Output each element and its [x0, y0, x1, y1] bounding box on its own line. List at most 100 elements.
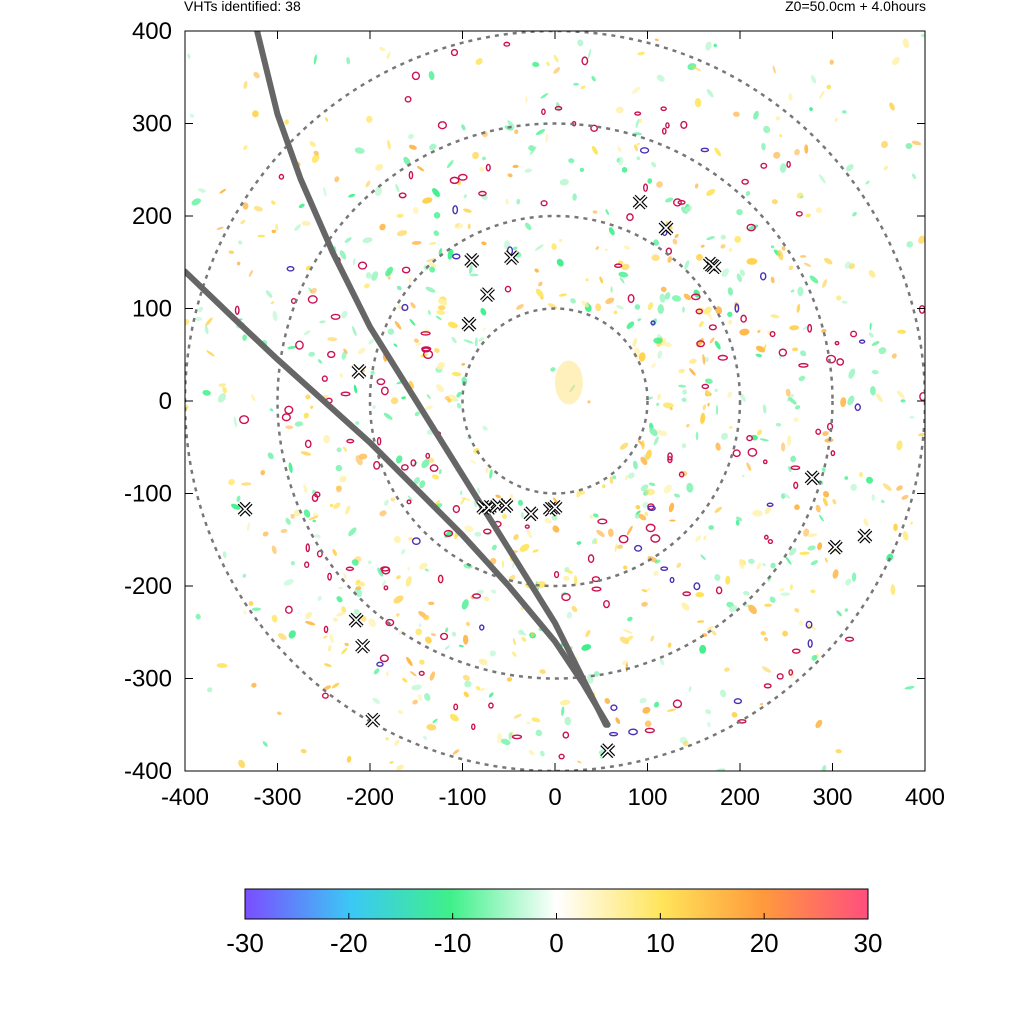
- range-rings: [185, 31, 925, 771]
- field-blob: [762, 563, 766, 567]
- field-blob: [566, 569, 574, 574]
- field-blob: [794, 405, 801, 410]
- contour-ring: [330, 313, 341, 320]
- field-blob: [821, 764, 827, 771]
- field-blob: [501, 560, 505, 568]
- field-blob: [451, 371, 462, 377]
- field-blob: [608, 227, 615, 236]
- contour-ring: [645, 523, 656, 533]
- field-blob: [819, 90, 825, 100]
- vht-marker: [351, 363, 367, 379]
- contour-ring: [732, 449, 741, 458]
- field-blob: [509, 493, 514, 500]
- field-blob: [401, 396, 406, 400]
- contour-ring: [305, 543, 311, 553]
- contour-ring: [452, 505, 461, 514]
- field-blob: [558, 293, 567, 297]
- field-blob: [253, 206, 263, 212]
- field-blob: [373, 668, 380, 675]
- field-blob: [338, 586, 343, 590]
- field-blob: [866, 476, 873, 484]
- field-blob: [462, 674, 470, 681]
- field-blob: [539, 669, 546, 674]
- field-blob: [635, 118, 640, 129]
- field-blob: [343, 572, 347, 580]
- field-blob: [189, 113, 195, 118]
- field-blob: [317, 596, 322, 601]
- contour-ring: [553, 571, 560, 579]
- field-blob: [619, 442, 629, 450]
- field-blob: [384, 499, 389, 506]
- field-blob: [195, 317, 202, 321]
- field-blob: [489, 650, 496, 657]
- field-blob: [344, 642, 349, 647]
- field-blob: [269, 408, 274, 412]
- field-blob: [305, 611, 312, 619]
- vht-marker: [504, 250, 519, 266]
- field-blob: [500, 738, 511, 745]
- contour-ring: [304, 561, 310, 569]
- field-blob: [447, 248, 454, 260]
- field-blob: [343, 348, 348, 354]
- field-blob: [799, 255, 807, 258]
- field-blob: [288, 630, 296, 639]
- vht-x-line: [504, 251, 519, 265]
- field-blob: [595, 246, 600, 250]
- field-blob: [464, 525, 474, 533]
- field-blob: [688, 686, 692, 693]
- vht-marker: [658, 220, 674, 236]
- contour-ring: [401, 266, 411, 274]
- field-blob: [327, 337, 338, 342]
- field-blob: [396, 455, 403, 464]
- contour-ring: [437, 574, 444, 584]
- field-blob: [739, 269, 745, 276]
- field-blob: [317, 359, 323, 364]
- field-blob: [605, 297, 615, 304]
- field-blob: [323, 663, 332, 667]
- field-blob: [483, 596, 490, 602]
- contour-ring: [776, 673, 784, 680]
- field-blob: [714, 574, 721, 581]
- field-blob: [272, 310, 278, 322]
- contour-ring: [471, 593, 482, 599]
- field-blob: [658, 430, 668, 437]
- field-blob: [755, 345, 766, 353]
- field-blob: [535, 729, 543, 737]
- field-blob: [639, 697, 647, 704]
- contour-ring: [807, 639, 813, 649]
- field-blob: [819, 514, 824, 522]
- field-blob: [287, 345, 298, 350]
- field-blob: [207, 687, 213, 693]
- field-blob: [767, 330, 772, 336]
- contour-ring: [590, 124, 599, 132]
- run-info-label: Z0=50.0cm + 4.0hours: [785, 0, 926, 14]
- field-blob: [721, 268, 730, 278]
- field-blob: [593, 513, 599, 518]
- contour-ring: [524, 524, 530, 529]
- field-blob: [470, 460, 477, 464]
- field-blob: [301, 220, 311, 227]
- field-blob: [760, 631, 766, 636]
- field-blob: [759, 438, 769, 442]
- x-tick-label: 300: [812, 784, 852, 811]
- field-blob: [835, 295, 842, 301]
- field-blob: [636, 142, 641, 146]
- field-blob: [374, 186, 382, 196]
- contour-ring: [717, 354, 728, 361]
- field-blob: [512, 164, 519, 169]
- vht-marker: [355, 638, 371, 654]
- field-blob: [782, 492, 791, 499]
- field-blob: [421, 459, 430, 469]
- contour-ring: [488, 702, 494, 709]
- field-blob: [563, 575, 570, 581]
- x-tick-label: 400: [905, 784, 945, 811]
- contour-ring: [450, 48, 459, 57]
- field-blob: [379, 47, 386, 52]
- contour-ring: [634, 111, 642, 116]
- contour-ring: [669, 576, 675, 584]
- field-blob: [222, 386, 228, 394]
- field-blob: [454, 223, 464, 229]
- field-blob: [761, 142, 766, 151]
- field-blob: [616, 544, 624, 549]
- field-blob: [419, 659, 425, 665]
